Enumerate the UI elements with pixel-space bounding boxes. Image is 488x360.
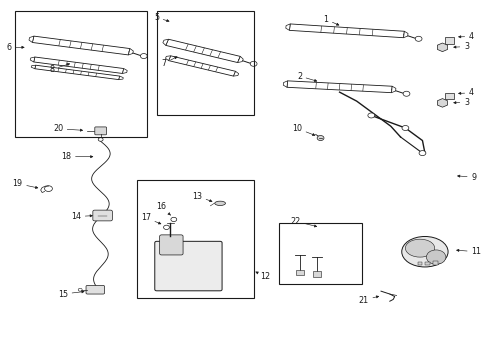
Circle shape	[367, 113, 374, 118]
Text: 4: 4	[458, 88, 473, 97]
Polygon shape	[34, 57, 123, 73]
Circle shape	[402, 91, 409, 96]
Bar	[424, 262, 429, 265]
Text: 18: 18	[61, 152, 93, 161]
Ellipse shape	[401, 237, 447, 267]
Polygon shape	[163, 39, 168, 45]
Text: 10: 10	[291, 124, 314, 136]
Polygon shape	[286, 81, 391, 93]
Bar	[278, 223, 361, 284]
Text: 21: 21	[358, 296, 378, 305]
Circle shape	[317, 135, 324, 140]
Text: 14: 14	[71, 212, 92, 221]
Polygon shape	[391, 86, 395, 93]
Text: 8: 8	[49, 63, 69, 74]
Bar	[157, 12, 254, 116]
FancyBboxPatch shape	[86, 285, 104, 294]
Text: 17: 17	[141, 213, 161, 224]
Bar	[417, 262, 422, 265]
Circle shape	[418, 150, 425, 156]
Bar	[312, 271, 320, 277]
Polygon shape	[30, 57, 35, 62]
Circle shape	[140, 54, 147, 59]
Circle shape	[250, 61, 257, 66]
Bar	[296, 270, 304, 275]
Polygon shape	[289, 24, 404, 38]
Bar	[432, 261, 437, 265]
Polygon shape	[128, 49, 133, 55]
Polygon shape	[119, 76, 123, 80]
Polygon shape	[165, 56, 170, 60]
FancyBboxPatch shape	[155, 241, 222, 291]
Text: 20: 20	[53, 124, 82, 133]
Polygon shape	[122, 68, 127, 73]
Circle shape	[78, 288, 82, 291]
Text: 4: 4	[458, 32, 473, 41]
Circle shape	[414, 36, 421, 41]
Circle shape	[163, 225, 169, 229]
Text: 7: 7	[161, 57, 177, 68]
Polygon shape	[35, 65, 120, 80]
Text: 13: 13	[192, 192, 211, 202]
Circle shape	[401, 126, 408, 131]
Bar	[137, 180, 254, 298]
Polygon shape	[283, 81, 287, 87]
Text: 5: 5	[154, 13, 169, 22]
Text: 3: 3	[453, 98, 468, 107]
Ellipse shape	[214, 201, 225, 206]
Polygon shape	[165, 39, 240, 63]
Text: 1: 1	[323, 15, 338, 25]
Text: 6: 6	[6, 43, 24, 52]
Polygon shape	[168, 56, 235, 76]
Text: 2: 2	[296, 72, 316, 82]
FancyBboxPatch shape	[445, 37, 453, 44]
Text: 3: 3	[453, 42, 468, 51]
Text: 16: 16	[156, 202, 170, 215]
FancyBboxPatch shape	[445, 93, 453, 99]
Polygon shape	[233, 71, 238, 76]
Text: 19: 19	[13, 179, 38, 189]
FancyBboxPatch shape	[93, 210, 112, 221]
Text: 15: 15	[58, 289, 84, 298]
Text: 11: 11	[456, 247, 480, 256]
Polygon shape	[31, 65, 36, 69]
FancyBboxPatch shape	[159, 235, 183, 255]
Ellipse shape	[405, 239, 434, 257]
Circle shape	[170, 217, 176, 222]
Circle shape	[98, 138, 103, 141]
FancyBboxPatch shape	[95, 127, 106, 135]
Polygon shape	[237, 57, 243, 63]
Polygon shape	[29, 36, 34, 42]
Polygon shape	[403, 31, 407, 38]
Circle shape	[44, 186, 52, 192]
Polygon shape	[32, 36, 130, 55]
Text: 22: 22	[290, 217, 316, 227]
Text: 9: 9	[457, 173, 475, 182]
Polygon shape	[285, 24, 289, 30]
Bar	[15, 12, 147, 137]
Circle shape	[426, 250, 445, 264]
Text: 12: 12	[255, 272, 270, 281]
